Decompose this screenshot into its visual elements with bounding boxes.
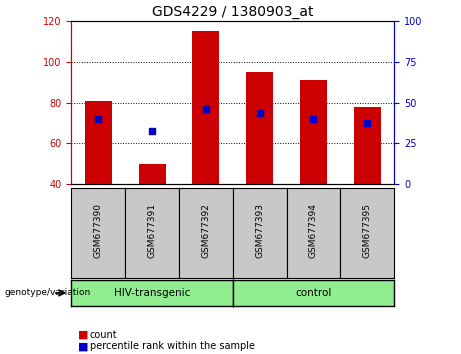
Text: GSM677394: GSM677394 xyxy=(309,204,318,258)
Text: GSM677393: GSM677393 xyxy=(255,204,264,258)
Text: ■: ■ xyxy=(78,341,89,351)
Bar xyxy=(139,164,165,184)
Bar xyxy=(193,32,219,184)
Text: GSM677390: GSM677390 xyxy=(94,204,103,258)
Bar xyxy=(246,72,273,184)
Title: GDS4229 / 1380903_at: GDS4229 / 1380903_at xyxy=(152,5,313,19)
Text: control: control xyxy=(296,288,331,298)
Text: GSM677395: GSM677395 xyxy=(363,204,372,258)
Text: GSM677391: GSM677391 xyxy=(148,204,157,258)
Bar xyxy=(354,107,381,184)
Bar xyxy=(85,101,112,184)
Text: ■: ■ xyxy=(78,330,89,339)
Text: count: count xyxy=(90,330,118,339)
Text: percentile rank within the sample: percentile rank within the sample xyxy=(90,341,255,351)
Text: genotype/variation: genotype/variation xyxy=(5,289,91,297)
Text: GSM677392: GSM677392 xyxy=(201,204,210,258)
Text: HIV-transgenic: HIV-transgenic xyxy=(114,288,190,298)
Bar xyxy=(300,80,327,184)
